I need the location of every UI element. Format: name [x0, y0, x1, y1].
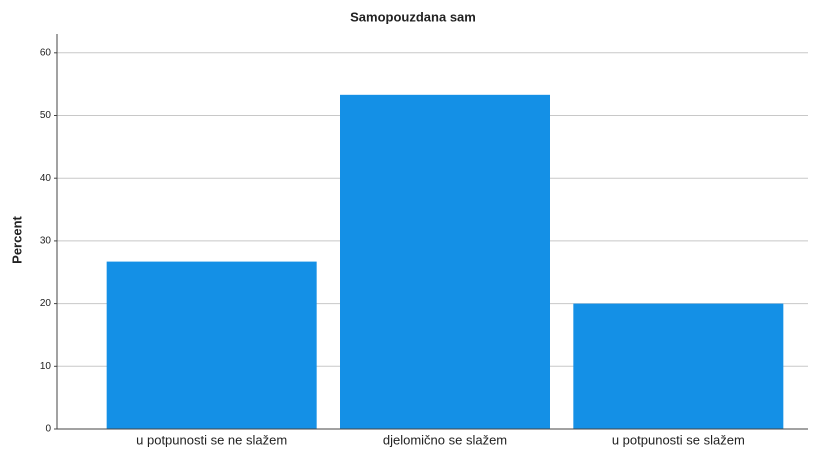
bar — [573, 303, 784, 429]
chart-title: Samopouzdana sam — [350, 9, 476, 24]
y-tick-label: 10 — [40, 361, 52, 372]
y-tick-label: 20 — [40, 298, 52, 309]
x-tick-label: djelomično se slažem — [383, 432, 507, 447]
y-tick-label: 30 — [40, 236, 52, 247]
x-tick-label: u potpunosti se slažem — [612, 432, 745, 447]
bar — [106, 261, 317, 429]
y-tick-label: 60 — [40, 47, 52, 58]
y-axis-label: Percent — [9, 215, 24, 263]
y-tick-label: 40 — [40, 173, 52, 184]
bar — [340, 94, 550, 430]
y-tick-label: 0 — [45, 424, 51, 435]
x-tick-label: u potpunosti se ne slažem — [136, 432, 287, 447]
y-tick-label: 50 — [40, 110, 52, 121]
